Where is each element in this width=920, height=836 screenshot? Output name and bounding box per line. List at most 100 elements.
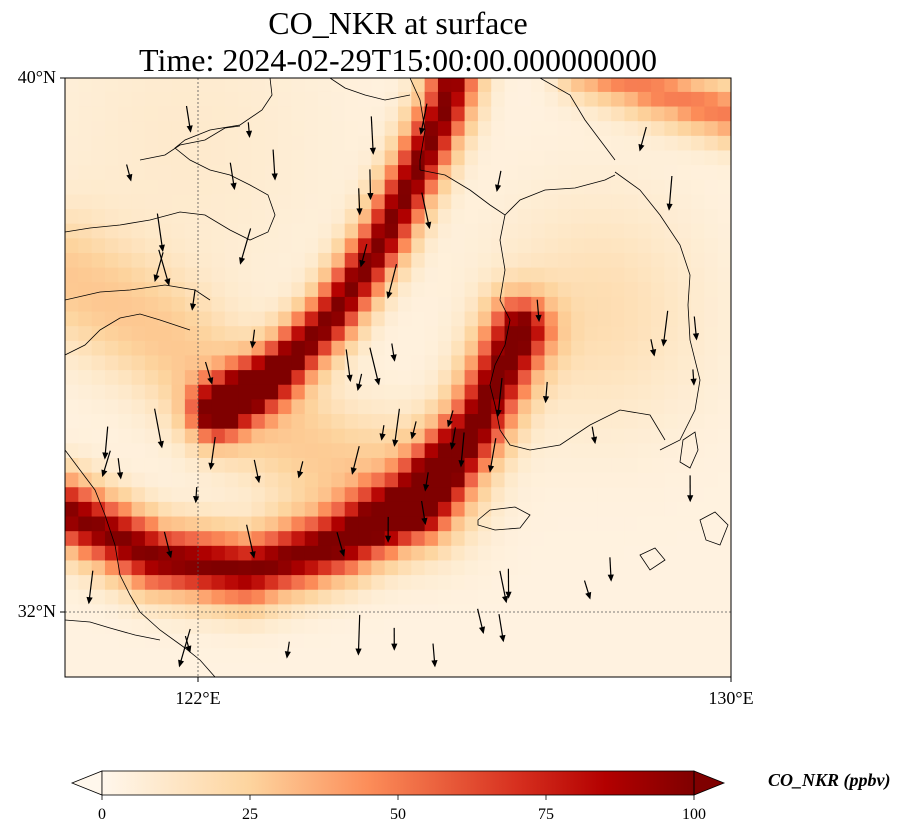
field-cell (304, 325, 319, 341)
wind-arrow-head (499, 634, 506, 643)
field-cell (677, 164, 692, 180)
field-cell (557, 223, 572, 239)
wind-arrow-head (449, 442, 456, 450)
wind-arrow-head (185, 645, 192, 654)
field-cell (318, 325, 332, 341)
field-cell (464, 296, 479, 312)
field-cell (717, 164, 731, 180)
field-cell (611, 296, 626, 312)
field-cell (304, 428, 319, 444)
field-cell (224, 486, 239, 502)
field-cell (517, 252, 532, 268)
field-cell (371, 501, 386, 517)
field-cell (91, 179, 106, 195)
field-cell (184, 618, 199, 634)
field-cell (624, 91, 639, 107)
field-cell (504, 384, 519, 400)
field-cell (544, 340, 559, 356)
field-cell (78, 105, 93, 122)
field-cell (704, 545, 719, 561)
field-cell (171, 530, 186, 546)
field-cell (717, 78, 731, 92)
field-cell (304, 442, 319, 458)
field-cell (584, 149, 599, 166)
field-cell (318, 91, 332, 107)
field-cell (278, 267, 293, 283)
field-cell (517, 501, 532, 517)
field-cell (158, 413, 173, 429)
field-cell (184, 662, 199, 677)
field-cell (704, 340, 719, 356)
field-cell (184, 501, 199, 517)
field-cell (424, 647, 439, 663)
field-cell (717, 662, 731, 677)
field-cell (91, 252, 106, 268)
field-cell (251, 442, 266, 458)
field-cell (78, 223, 93, 239)
field-cell (491, 354, 506, 371)
field-cell (584, 647, 599, 663)
field-cell (278, 91, 293, 107)
field-cell (731, 472, 745, 487)
field-cell (637, 530, 652, 546)
field-cell (731, 238, 745, 253)
field-cell (211, 515, 226, 532)
colorbar-extend-min (70, 770, 103, 796)
field-cell (411, 296, 426, 312)
field-cell (238, 208, 253, 224)
field-cell (477, 589, 492, 605)
field-cell (411, 603, 426, 620)
field-cell (544, 384, 559, 400)
field-cell (291, 384, 306, 400)
field-cell (171, 179, 186, 195)
field-cell (144, 208, 159, 224)
field-cell (171, 149, 186, 166)
field-cell (144, 545, 159, 561)
field-cell (424, 413, 439, 429)
field-cell (251, 208, 266, 224)
field-cell (184, 472, 199, 488)
field-cell (131, 267, 146, 283)
field-cell (371, 193, 386, 210)
field-cell (664, 164, 679, 180)
field-cell (251, 325, 266, 341)
field-cell (104, 135, 119, 151)
field-cell (171, 267, 186, 283)
field-cell (411, 223, 426, 239)
field-cell (637, 515, 652, 532)
field-cell (91, 545, 106, 561)
field-cell (184, 252, 199, 268)
field-cell (651, 647, 665, 663)
field-cell (264, 354, 279, 371)
field-cell (331, 281, 346, 297)
field-cell (611, 369, 626, 385)
field-cell (238, 369, 253, 385)
field-cell (158, 296, 173, 312)
field-cell (198, 486, 213, 502)
field-cell (677, 515, 692, 532)
field-cell (278, 208, 293, 224)
field-cell (224, 267, 239, 283)
field-cell (104, 369, 119, 385)
field-cell (464, 662, 479, 677)
field-cell (264, 281, 279, 297)
field-cell (358, 428, 372, 444)
field-cell (677, 149, 692, 166)
field-cell (424, 545, 439, 561)
colorbar-tick-label-25: 25 (242, 806, 258, 823)
field-cell (144, 354, 159, 371)
field-cell (211, 398, 226, 415)
field-cell (318, 515, 332, 532)
field-cell (371, 325, 386, 341)
field-cell (358, 472, 372, 488)
field-cell (144, 530, 159, 546)
field-cell (557, 603, 572, 620)
field-cell (184, 589, 199, 605)
field-cell (344, 530, 359, 546)
field-cell (318, 223, 332, 239)
colorbar (70, 770, 726, 800)
field-cell (331, 120, 346, 136)
field-cell (251, 530, 266, 546)
field-cell (238, 340, 253, 356)
field-cell (544, 515, 559, 532)
